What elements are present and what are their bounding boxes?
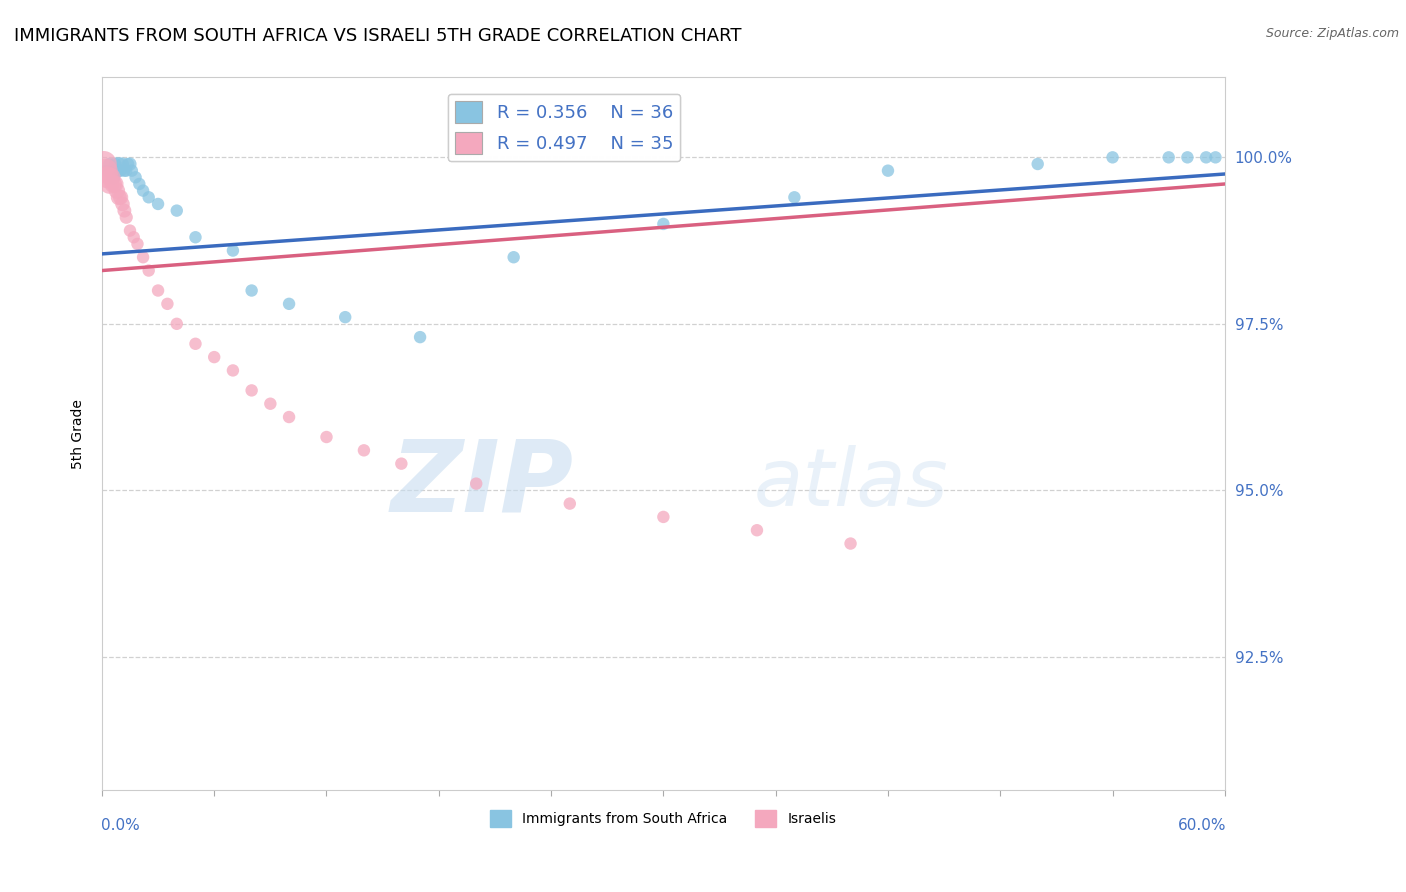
Point <box>745 523 768 537</box>
Point <box>278 297 301 311</box>
Point <box>101 177 124 191</box>
Point <box>259 397 281 411</box>
Point <box>101 170 124 185</box>
Point <box>105 184 128 198</box>
Point <box>94 163 117 178</box>
Point <box>839 536 862 550</box>
Point <box>335 310 357 325</box>
Point <box>115 211 138 225</box>
Point <box>112 203 135 218</box>
Point <box>502 250 524 264</box>
Point <box>783 190 806 204</box>
Point <box>115 163 138 178</box>
Point <box>124 170 146 185</box>
Legend: R = 0.356    N = 36, R = 0.497    N = 35: R = 0.356 N = 36, R = 0.497 N = 35 <box>449 94 681 161</box>
Text: Source: ZipAtlas.com: Source: ZipAtlas.com <box>1265 27 1399 40</box>
Point <box>1177 150 1199 164</box>
Point <box>1101 150 1123 164</box>
Point <box>146 284 169 298</box>
Text: IMMIGRANTS FROM SOUTH AFRICA VS ISRAELI 5TH GRADE CORRELATION CHART: IMMIGRANTS FROM SOUTH AFRICA VS ISRAELI … <box>14 27 741 45</box>
Text: atlas: atlas <box>754 444 948 523</box>
Point <box>94 163 117 178</box>
Point <box>184 336 207 351</box>
Text: ZIP: ZIP <box>391 435 574 532</box>
Point <box>240 384 263 398</box>
Point <box>98 157 121 171</box>
Point <box>104 157 127 171</box>
Point <box>110 163 132 178</box>
Point <box>877 163 900 178</box>
Point <box>117 157 139 171</box>
Point <box>465 476 488 491</box>
Point <box>118 224 141 238</box>
Point <box>107 190 129 204</box>
Text: 0.0%: 0.0% <box>101 819 139 833</box>
Point <box>138 190 160 204</box>
Point <box>166 203 188 218</box>
Point <box>558 497 581 511</box>
Point <box>138 263 160 277</box>
Point <box>100 163 122 178</box>
Point <box>315 430 337 444</box>
Point <box>202 350 225 364</box>
Point <box>110 190 132 204</box>
Point <box>112 163 135 178</box>
Point <box>132 250 155 264</box>
Point <box>1157 150 1180 164</box>
Point <box>127 236 149 251</box>
Point <box>100 170 122 185</box>
Point <box>652 217 675 231</box>
Point <box>222 363 245 377</box>
Point <box>389 457 412 471</box>
Point <box>121 163 143 178</box>
Point <box>278 410 301 425</box>
Y-axis label: 5th Grade: 5th Grade <box>72 399 86 468</box>
Point <box>96 170 118 185</box>
Point <box>166 317 188 331</box>
Point <box>93 157 115 171</box>
Point <box>105 163 128 178</box>
Point <box>409 330 432 344</box>
Point <box>146 197 169 211</box>
Point <box>222 244 245 258</box>
Point <box>240 284 263 298</box>
Point <box>156 297 179 311</box>
Point <box>111 157 134 171</box>
Text: 60.0%: 60.0% <box>1177 819 1226 833</box>
Point <box>122 230 145 244</box>
Point <box>652 510 675 524</box>
Point <box>128 177 150 191</box>
Point <box>1205 150 1227 164</box>
Point <box>98 177 121 191</box>
Point <box>353 443 375 458</box>
Point <box>184 230 207 244</box>
Point <box>111 197 134 211</box>
Point <box>132 184 155 198</box>
Point <box>1195 150 1218 164</box>
Point <box>104 177 127 191</box>
Point <box>107 157 129 171</box>
Point <box>118 157 141 171</box>
Point <box>1026 157 1049 171</box>
